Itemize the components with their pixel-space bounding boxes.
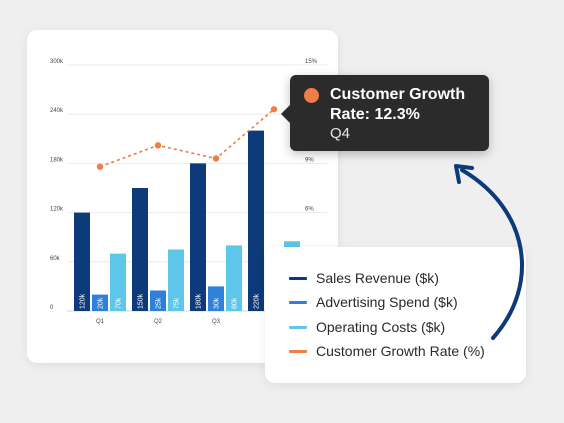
bar-data-label: 150k (138, 293, 145, 309)
bar (132, 188, 148, 311)
y-tick-label-left: 0 (50, 305, 54, 311)
tooltip-title: Customer Growth Rate: 12.3% (330, 86, 466, 123)
legend-swatch (289, 325, 307, 329)
legend-item-customer-growth-rate[interactable]: Customer Growth Rate (%) (289, 342, 485, 360)
bar (168, 249, 184, 311)
legend-item-advertising-spend[interactable]: Advertising Spend ($k) (289, 293, 458, 311)
y-tick-label-left: 300k (50, 59, 64, 65)
legend-swatch (289, 300, 307, 304)
bar-data-label: 180k (196, 293, 203, 309)
bar-data-label: 75k (174, 297, 181, 309)
growth-rate-line (99, 108, 275, 168)
bar (208, 286, 224, 311)
bar (110, 253, 126, 311)
bar-data-label: 80k (232, 297, 239, 309)
y-tick-label-right: 15% (305, 59, 318, 65)
bar-data-label: 70k (116, 297, 123, 309)
bar-data-label: 30k (214, 297, 221, 309)
legend-item-operating-costs[interactable]: Operating Costs ($k) (289, 318, 445, 336)
bar-data-label: 25k (156, 297, 163, 309)
bar (190, 163, 206, 311)
bar (74, 212, 90, 311)
y-tick-label-left: 120k (50, 207, 64, 213)
y-tick-label-left: 60k (50, 256, 61, 262)
chart-tooltip: Customer Growth Rate: 12.3% Q4 (281, 75, 489, 151)
bar-data-label: 120k (80, 293, 87, 309)
x-tick-label: Q1 (96, 319, 105, 325)
legend-swatch (289, 276, 307, 280)
legend-item-sales-revenue[interactable]: Sales Revenue ($k) (289, 269, 439, 287)
chart-legend: Sales Revenue ($k) Advertising Spend ($k… (265, 247, 526, 383)
bar (248, 130, 264, 311)
bar (226, 245, 242, 311)
growth-rate-point (96, 163, 104, 170)
y-tick-label-left: 240k (50, 108, 64, 114)
legend-label: Operating Costs ($k) (316, 319, 446, 335)
legend-label: Customer Growth Rate (%) (316, 343, 485, 359)
bar (92, 294, 108, 311)
growth-rate-point (270, 106, 278, 113)
y-tick-label-left: 180k (50, 157, 64, 163)
legend-label: Advertising Spend ($k) (316, 294, 458, 310)
legend-swatch (289, 349, 307, 353)
growth-rate-point (154, 142, 162, 149)
x-tick-label: Q3 (212, 319, 221, 325)
tooltip-dot-icon (304, 88, 319, 103)
bar (150, 290, 166, 311)
tooltip-subtitle: Q4 (330, 125, 351, 142)
bar-data-label: 220k (254, 293, 261, 309)
growth-rate-point (212, 155, 220, 162)
y-tick-label-right: 9% (305, 157, 314, 163)
bar-data-label: 20k (98, 297, 105, 309)
x-tick-label: Q2 (154, 319, 163, 325)
y-tick-label-right: 6% (305, 207, 314, 213)
legend-label: Sales Revenue ($k) (316, 270, 439, 286)
